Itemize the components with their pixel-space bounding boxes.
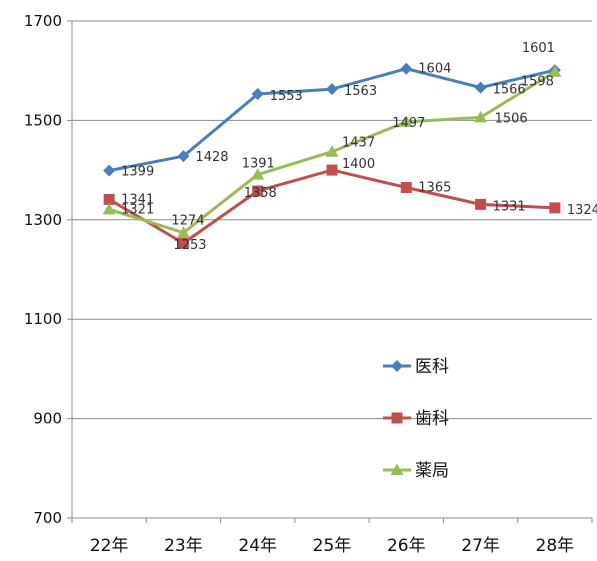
- data-point: [251, 168, 265, 180]
- legend-marker: [391, 412, 403, 424]
- x-tick-label: 26年: [387, 536, 426, 556]
- x-tick-label: 27年: [461, 536, 500, 556]
- data-point: [325, 145, 339, 157]
- data-label: 1274: [171, 214, 204, 229]
- legend-marker: [391, 360, 403, 372]
- data-point: [548, 65, 562, 77]
- data-point: [474, 110, 488, 123]
- data-label: 1324: [567, 203, 597, 218]
- x-tick-label: 22年: [90, 536, 129, 556]
- y-tick-label: 1300: [24, 211, 62, 229]
- data-point: [549, 202, 561, 214]
- data-label: 1497: [392, 116, 425, 131]
- data-point: [475, 198, 487, 210]
- legend-label: 薬局: [415, 461, 449, 481]
- data-point: [400, 181, 412, 193]
- y-axis-ticks: 700 900 1100 1300 1500 1700: [24, 12, 72, 527]
- series-line-1: [108, 168, 555, 245]
- x-axis-ticks: 22年 23年 24年 25年 26年 27年 28年: [71, 518, 593, 556]
- data-point: [102, 202, 116, 215]
- data-label: 1341: [121, 192, 154, 207]
- data-label: 1253: [173, 238, 206, 253]
- x-tick-label: 23年: [164, 536, 203, 556]
- data-label: 1365: [418, 180, 451, 195]
- x-tick-label: 25年: [313, 536, 352, 556]
- data-label: 1506: [495, 111, 528, 126]
- y-tick-label: 1700: [24, 12, 62, 30]
- data-point: [400, 62, 413, 75]
- data-point: [326, 83, 338, 96]
- legend-label: 医科: [415, 357, 449, 377]
- data-point: [251, 88, 264, 101]
- y-tick-label: 1500: [24, 111, 62, 129]
- data-point: [176, 226, 190, 238]
- axes: [71, 21, 592, 519]
- data-point: [326, 164, 338, 176]
- data-label: 1566: [493, 83, 526, 98]
- x-tick-label: 24年: [238, 536, 277, 556]
- data-label: 1563: [344, 84, 377, 99]
- data-label: 1391: [242, 157, 275, 172]
- data-label: 1601: [522, 41, 555, 56]
- x-tick-label: 28年: [536, 536, 575, 556]
- gridlines: [72, 20, 592, 420]
- data-point: [103, 193, 115, 205]
- data-label: 1437: [342, 136, 375, 151]
- data-labels: 1399 1428 1553 1563 1604 1566 1601 1341 1253 1358…: [121, 41, 597, 253]
- data-point: [177, 237, 189, 249]
- y-tick-label: 900: [33, 410, 62, 428]
- y-tick-label: 1100: [24, 310, 62, 328]
- data-label: 1331: [493, 199, 526, 214]
- data-label: 1604: [418, 62, 451, 77]
- y-tick-label: 700: [33, 509, 62, 527]
- data-point: [103, 164, 116, 177]
- legend-marker: [390, 463, 404, 475]
- data-label: 1553: [270, 89, 303, 104]
- data-label: 1428: [195, 150, 228, 165]
- data-label: 1321: [121, 202, 154, 217]
- data-label: 1358: [244, 186, 277, 201]
- series-group: [102, 62, 562, 249]
- data-point: [252, 185, 264, 197]
- data-point: [474, 81, 487, 94]
- data-point: [177, 150, 190, 163]
- data-point: [399, 115, 413, 127]
- data-label: 1598: [521, 75, 554, 90]
- data-label: 1399: [121, 165, 154, 180]
- data-label: 1400: [342, 157, 375, 172]
- legend-label: 歯科: [415, 409, 449, 429]
